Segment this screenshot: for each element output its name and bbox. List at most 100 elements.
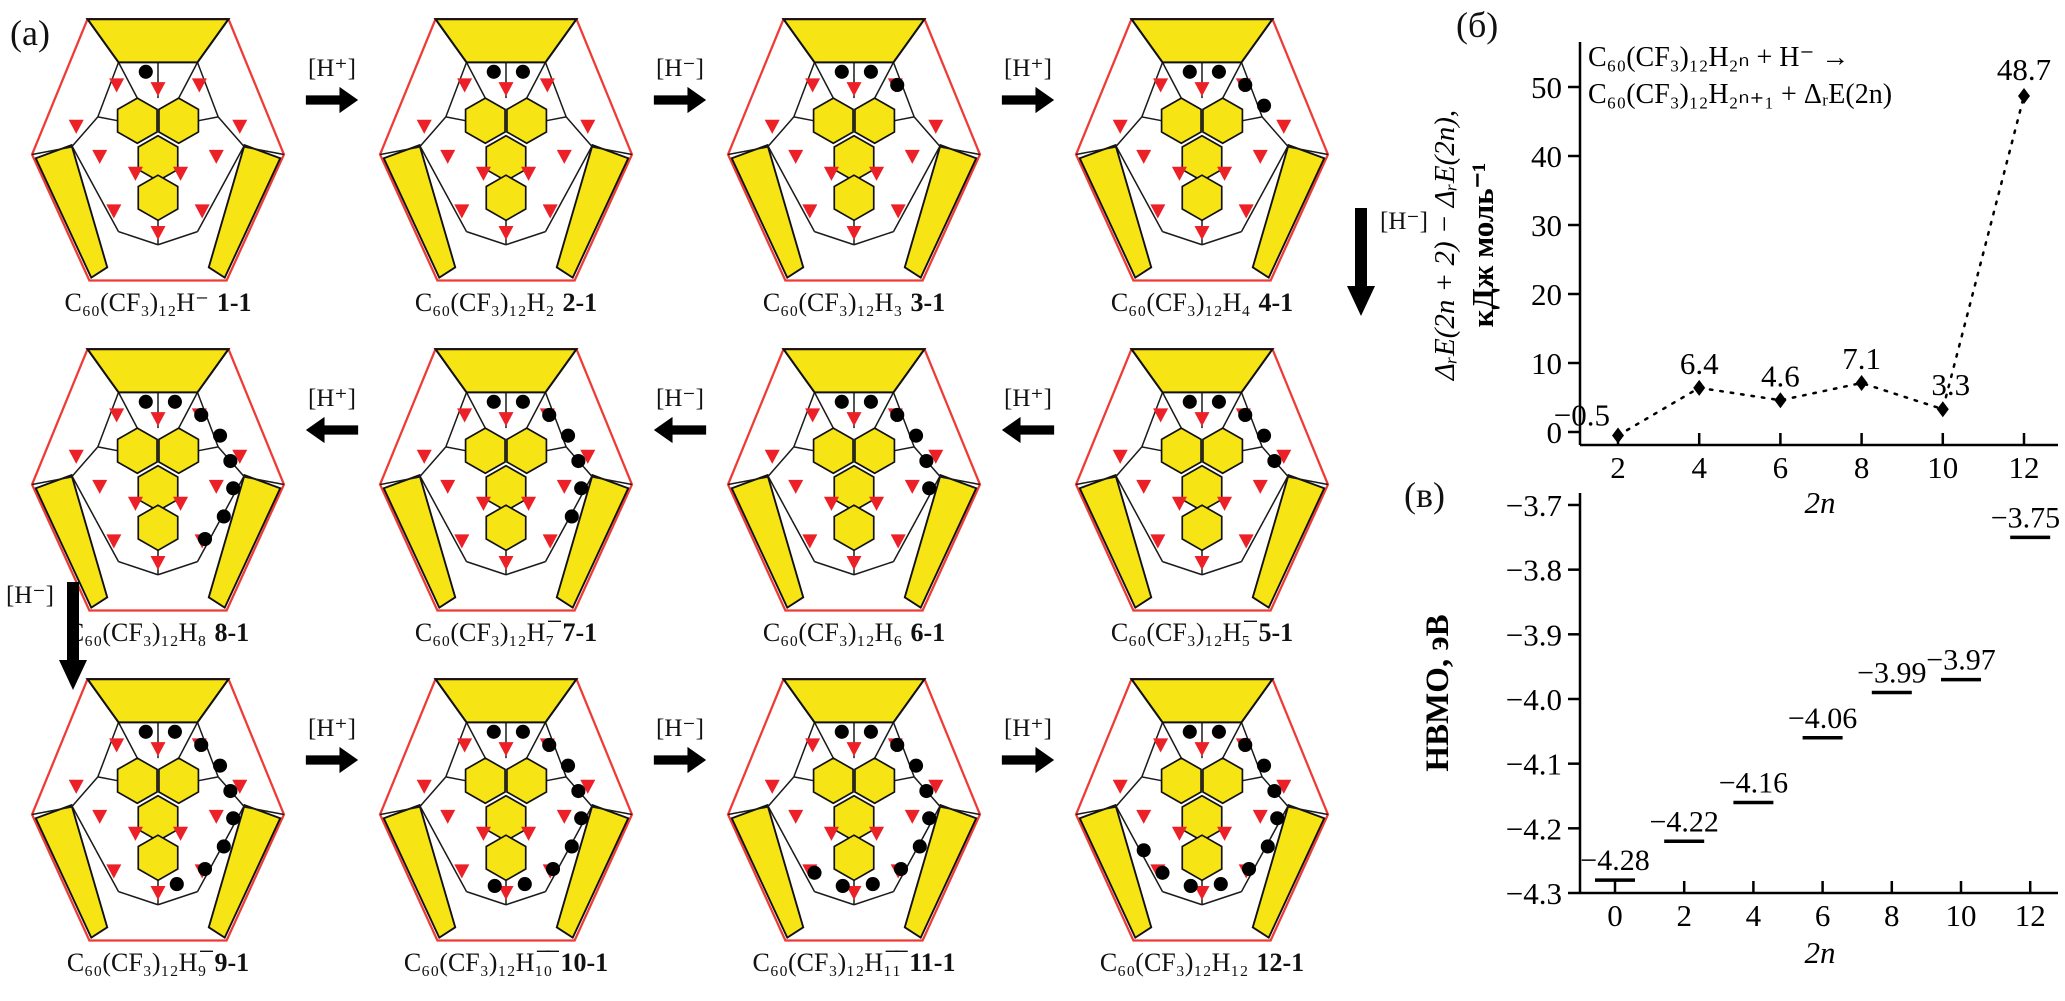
cf3-triangle-marker: [127, 496, 143, 511]
cage-bond: [1240, 519, 1265, 562]
x-tick-label: 6: [1773, 450, 1789, 485]
cage-bond: [445, 62, 468, 118]
cage-bond: [198, 116, 219, 122]
compound-formula: C₆₀(CF₃)₁₂H₃: [762, 288, 903, 317]
cage-bond: [157, 890, 198, 906]
cage-bond: [1263, 144, 1290, 191]
cage-bond: [70, 776, 99, 808]
h-atom-marker: [890, 737, 905, 753]
reaction-arrow: [H⁺]: [304, 56, 360, 116]
yellow-cap: [85, 678, 231, 724]
cf3-triangle-marker: [802, 534, 818, 549]
h-atom-marker: [1241, 861, 1257, 877]
cf3-triangle-marker: [823, 826, 839, 841]
cf3-triangle-marker: [150, 742, 166, 757]
arrow-left-icon: [1001, 416, 1055, 444]
cf3-triangle-marker: [498, 555, 514, 571]
cf3-triangle-marker: [1238, 534, 1254, 549]
arrow-left-icon: [653, 416, 707, 444]
arrow-right-icon: [1001, 746, 1055, 774]
h-atom-marker: [1183, 878, 1198, 894]
point-label: −4.22: [1649, 805, 1718, 838]
cf3-triangle-marker: [802, 204, 818, 219]
h-atom-marker: [574, 811, 589, 826]
cage-bond: [814, 560, 855, 576]
cf3-triangle-marker: [1276, 449, 1292, 464]
cf3-triangle-marker: [580, 119, 596, 134]
compound-id: 2-1: [562, 288, 598, 317]
h-atom-marker: [890, 407, 905, 423]
point-label: −0.5: [1554, 397, 1610, 432]
cage-bond: [544, 189, 569, 232]
h-atom-marker: [912, 839, 927, 854]
compound-id: 11-1: [909, 948, 956, 977]
arrow-down-icon: [58, 582, 87, 690]
compound-formula: C₆₀(CF₃)₁₂H₁₂: [1099, 948, 1249, 977]
point-label: 3.3: [1931, 367, 1970, 402]
yellow-hexagon: [812, 97, 854, 145]
h-atom-marker: [197, 531, 213, 547]
schlegel-svg-6-1: [726, 348, 982, 612]
yellow-hexagon: [158, 97, 200, 145]
cage-bond: [546, 776, 567, 782]
schlegel-svg-5-1: [1074, 348, 1330, 612]
cf3-triangle-marker: [1153, 408, 1169, 423]
reaction-arrow: [H⁺]: [1000, 716, 1056, 776]
cage-bond: [178, 722, 199, 759]
h-atom-marker: [922, 811, 937, 826]
compound-caption: C₆₀(CF₃)₁₂H₁̅₁̅ 11-1: [708, 948, 1000, 978]
reaction-arrow-label: [H⁻]: [656, 55, 704, 82]
cage-bond: [117, 392, 138, 429]
cage-bond: [97, 776, 118, 782]
h-atom-marker: [1211, 724, 1226, 739]
panel-a-label: (a): [10, 13, 50, 53]
cf3-triangle-marker: [173, 496, 189, 511]
cf3-triangle-marker: [232, 449, 248, 464]
cage-bond: [940, 806, 981, 816]
point-label: 7.1: [1842, 341, 1881, 376]
cf3-triangle-marker: [498, 412, 514, 427]
reaction-arrow-label: [H⁻]: [1380, 208, 1428, 235]
cage-bond: [1139, 189, 1164, 232]
cf3-triangle-marker: [1252, 809, 1268, 824]
cf3-triangle-marker: [150, 885, 166, 901]
cage-bond: [894, 116, 915, 122]
cf3-triangle-marker: [457, 408, 473, 423]
schlegel-diagram-7-1: C₆₀(CF₃)₁₂H₇̅ 7-1: [360, 336, 652, 648]
h-atom-marker: [1260, 839, 1275, 854]
cf3-triangle-marker: [440, 809, 456, 824]
cf3-triangle-marker: [109, 738, 125, 753]
cage-bond: [418, 144, 445, 191]
cage-bond: [1288, 806, 1329, 816]
cage-bond: [97, 446, 118, 452]
compound-id: 8-1: [214, 618, 250, 647]
reaction-arrow: [H⁻]: [652, 386, 708, 446]
diagram-row: C₆₀(CF₃)₁₂H⁻ 1-1 [H⁺] C₆₀(CF₃)₁₂H₂ 2-1 [H⁻] C₆…: [12, 6, 1392, 318]
cage-bond: [97, 62, 120, 118]
cage-bond: [544, 519, 569, 562]
cf3-triangle-marker: [1171, 496, 1187, 511]
cf3-triangle-marker: [542, 204, 558, 219]
panel-v-label: (в): [1404, 475, 1445, 515]
cage-bond: [766, 144, 793, 191]
yellow-hexagon: [464, 757, 506, 805]
cf3-triangle-marker: [805, 738, 821, 753]
cage-bond: [892, 62, 915, 118]
h-atom-marker: [574, 481, 589, 496]
yellow-hexagon: [1202, 97, 1244, 145]
reaction-arrow-label: [H⁺]: [308, 715, 356, 742]
cf3-triangle-marker: [109, 78, 125, 93]
cage-bond: [793, 62, 816, 118]
cage-bond: [1114, 474, 1141, 521]
cage-bond: [915, 474, 942, 521]
schlegel-svg-11-1: [726, 678, 982, 942]
compound-caption: C₆₀(CF₃)₁₂H₆ 6-1: [708, 618, 1000, 648]
h-atom-marker: [167, 394, 182, 409]
cage-bond: [97, 392, 120, 448]
cf3-triangle-marker: [1238, 204, 1254, 219]
cage-bond: [465, 722, 486, 759]
compound-caption: C₆₀(CF₃)₁₂H₉̅ 9-1: [12, 948, 304, 978]
cage-bond: [913, 116, 942, 148]
cage-bond: [727, 476, 768, 486]
compound-formula: C₆₀(CF₃)₁₂H₁̅₁̅: [752, 948, 902, 977]
